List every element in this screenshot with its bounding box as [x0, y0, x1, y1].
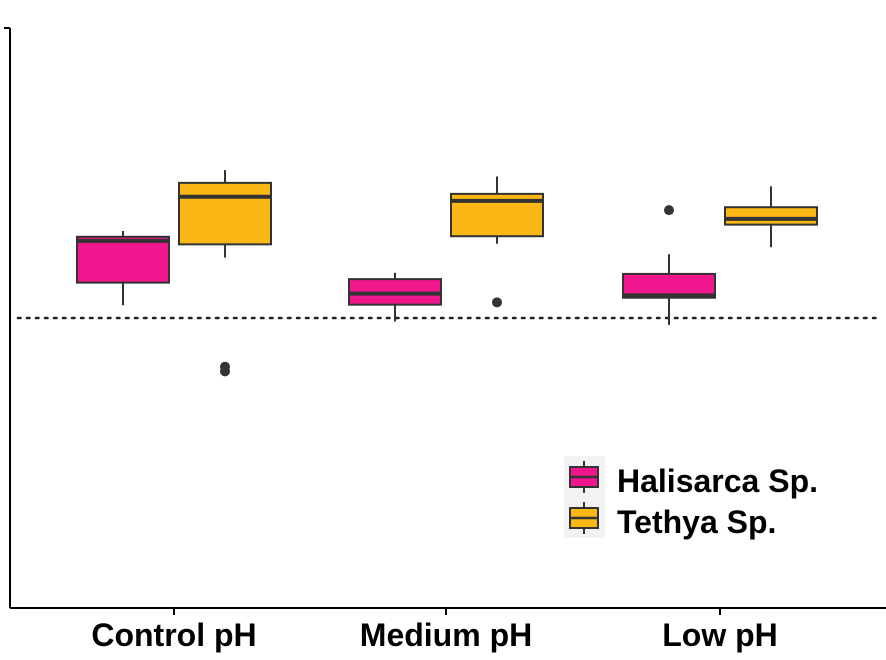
box-tethya-sp-control-ph-iqr-rect	[178, 181, 272, 246]
boxplot-marks	[76, 170, 818, 377]
x-tick-label-control-ph: Control pH	[91, 617, 256, 653]
legend-label-tethya: Tethya Sp.	[617, 504, 776, 540]
box-tethya-sp-medium-ph-outlier-0	[492, 297, 502, 308]
box-tethya-sp-low-ph-iqr-rect	[724, 206, 818, 226]
legend-label-halisarca: Halisarca Sp.	[617, 463, 818, 499]
box-halisarca-sp-control-ph-iqr-rect	[76, 235, 170, 284]
x-tick-label-low-ph: Low pH	[662, 617, 778, 653]
box-halisarca-sp-low-ph-outlier-0	[664, 205, 674, 216]
legend-key-tethya	[569, 502, 599, 534]
box-halisarca-sp-low-ph-iqr-rect	[622, 272, 716, 299]
legend: Halisarca Sp. Tethya Sp.	[564, 456, 818, 540]
legend-key-halisarca	[569, 461, 599, 493]
x-tick-label-medium-ph: Medium pH	[360, 617, 532, 653]
box-tethya-sp-control-ph-outlier-1	[220, 361, 230, 372]
